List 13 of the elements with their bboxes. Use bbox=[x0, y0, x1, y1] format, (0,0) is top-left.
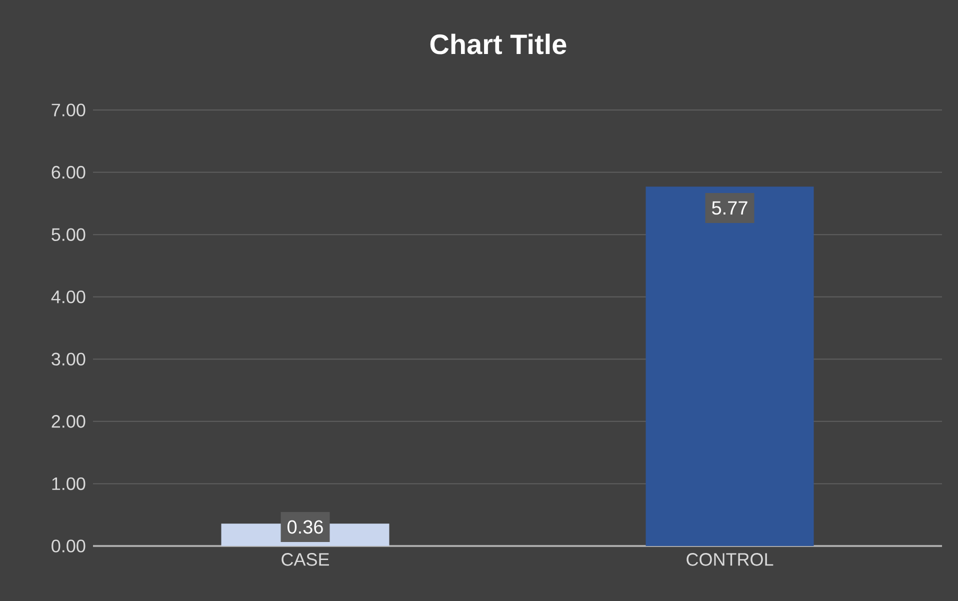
y-tick-label: 5.00 bbox=[52, 228, 86, 241]
data-label: 0.36 bbox=[288, 520, 323, 534]
y-tick-label: 6.00 bbox=[52, 166, 86, 179]
y-tick-label: 4.00 bbox=[51, 290, 86, 304]
y-tick-label: 2.00 bbox=[52, 415, 86, 428]
y-tick-label: 3.00 bbox=[52, 352, 86, 366]
chart-title: Chart Title bbox=[430, 34, 566, 54]
x-tick-label: CASE bbox=[282, 553, 329, 566]
data-label: 5.77 bbox=[712, 201, 748, 215]
y-tick-label: 7.00 bbox=[52, 104, 86, 116]
x-tick-label: CONTROL bbox=[686, 553, 774, 566]
y-tick-label: 0.00 bbox=[52, 540, 86, 552]
y-tick-label: 1.00 bbox=[52, 477, 86, 490]
